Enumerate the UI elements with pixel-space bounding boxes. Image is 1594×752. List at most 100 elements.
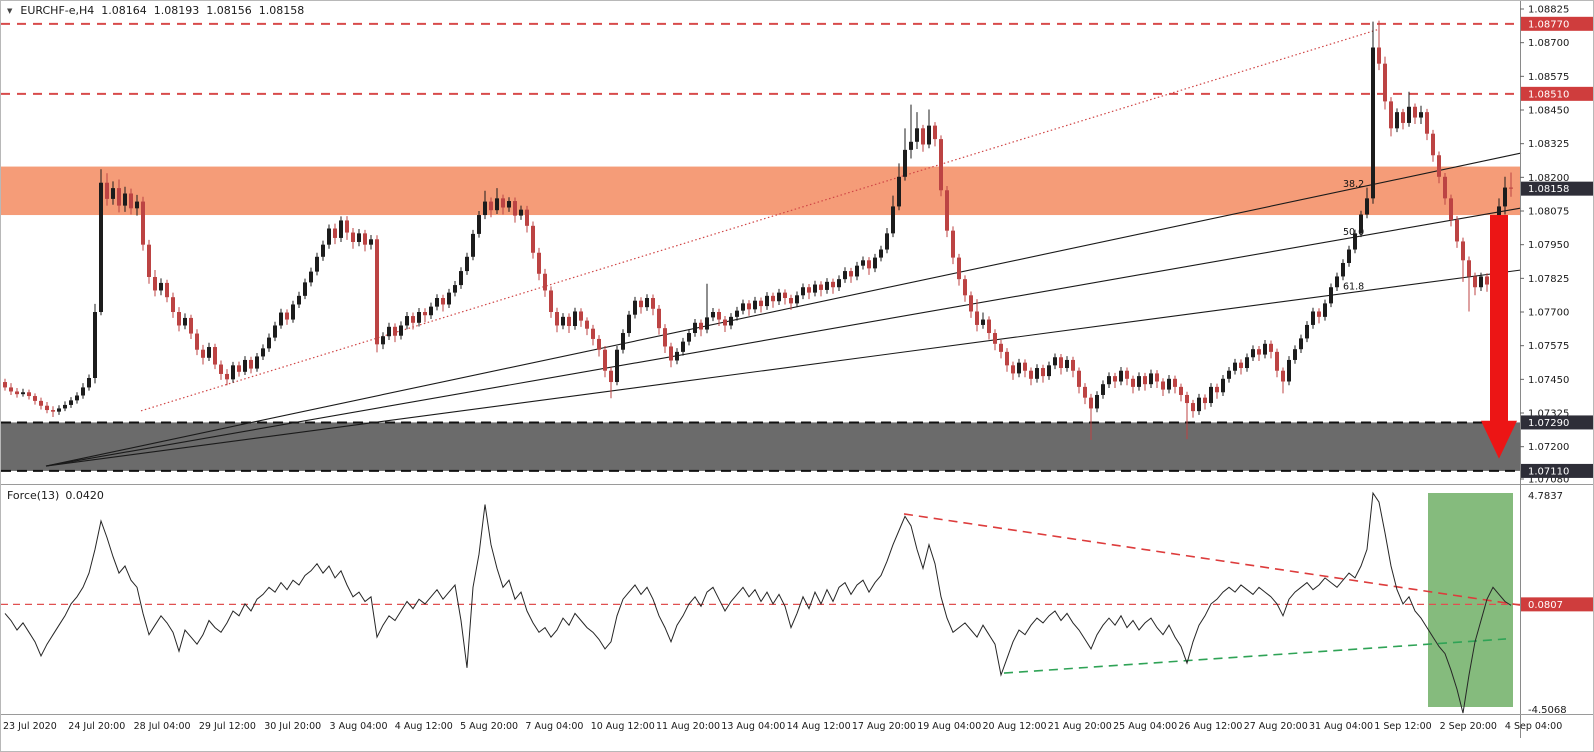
candle-body [1479, 276, 1483, 288]
time-label: 10 Aug 12:00 [591, 721, 655, 732]
candle-body [1215, 386, 1219, 393]
candle-body [969, 295, 973, 312]
candle-body [279, 312, 283, 326]
candle-body [297, 295, 301, 305]
candle-body [1329, 287, 1333, 304]
candle-body [429, 306, 433, 316]
candle-body [27, 392, 31, 397]
symbol-dropdown-icon[interactable]: ▼ [7, 6, 13, 15]
candle-body [285, 312, 289, 320]
price-tick-label: 1.08700 [1528, 38, 1569, 49]
force-green-trendline [1003, 638, 1507, 674]
fib-fan-label: 50.0 [1343, 227, 1364, 238]
candle-body [567, 316, 571, 327]
candle-body [1251, 349, 1255, 358]
price-tick-label: 1.08575 [1528, 72, 1569, 83]
candle-body [519, 209, 523, 216]
candle-body [417, 312, 421, 323]
candle-body [1293, 349, 1297, 360]
candle-body [609, 370, 613, 383]
candle-body [1305, 324, 1309, 339]
time-label: 26 Aug 12:00 [1178, 721, 1242, 732]
price-level-badge[interactable] [1521, 181, 1594, 196]
time-label: 27 Aug 20:00 [1244, 721, 1308, 732]
candle-body [753, 300, 757, 310]
time-label: 29 Jul 12:00 [199, 721, 256, 732]
candle-body [1107, 376, 1111, 385]
candle-body [603, 349, 607, 371]
candle-body [363, 233, 367, 245]
candle-body [249, 359, 253, 369]
candle-body [573, 311, 577, 327]
force-level-badge[interactable] [1521, 597, 1594, 612]
candle-body [777, 292, 781, 302]
candle-body [789, 298, 793, 304]
candle-body [1047, 365, 1051, 377]
candle-body [1197, 397, 1201, 412]
candle-body [225, 373, 229, 380]
candle-body [1317, 311, 1321, 317]
candle-body [1437, 155, 1441, 177]
candle-body [627, 314, 631, 334]
candle-body [441, 298, 445, 305]
time-label: 3 Aug 04:00 [330, 721, 388, 732]
price-level-badge[interactable] [1521, 463, 1594, 478]
candle-body [447, 292, 451, 305]
price-level-badge-text: 1.08158 [1528, 184, 1569, 195]
time-label: 1 Sep 12:00 [1374, 721, 1431, 732]
candle-body [909, 141, 913, 150]
candle-body [561, 316, 565, 326]
candle-body [903, 149, 907, 177]
candle-body [795, 295, 799, 304]
candle-body [471, 233, 475, 257]
candle-body [207, 347, 211, 358]
price-tick-label: 1.07825 [1528, 274, 1569, 285]
candle-body [1185, 394, 1189, 404]
candle-body [1155, 373, 1159, 382]
candle-body [1071, 359, 1075, 371]
price-tick-label: 1.07575 [1528, 341, 1569, 352]
candle-body [1275, 351, 1279, 371]
time-label: 4 Sep 04:00 [1505, 721, 1562, 732]
candle-body [873, 257, 877, 269]
candle-body [1281, 370, 1285, 382]
candle-body [135, 201, 139, 209]
price-tick-label: 1.08825 [1528, 5, 1569, 16]
price-level-badge[interactable] [1521, 16, 1594, 31]
candle-body [1485, 276, 1489, 285]
sell-signal-arrow[interactable] [1481, 215, 1517, 459]
candle-body [855, 265, 859, 277]
candle-body [45, 405, 49, 411]
candle-body [201, 349, 205, 358]
time-label: 20 Aug 12:00 [983, 721, 1047, 732]
ohlc-open: 1.08164 [101, 4, 147, 17]
candle-body [1257, 349, 1261, 355]
candle-body [999, 343, 1003, 352]
candle-body [891, 206, 895, 234]
force-axis-max-label: 4.7837 [1528, 491, 1563, 502]
candle-body [189, 317, 193, 334]
price-level-badge[interactable] [1521, 86, 1594, 101]
candle-body [1287, 359, 1291, 382]
candle-body [807, 287, 811, 293]
time-label: 2 Sep 20:00 [1440, 721, 1497, 732]
candle-body [1203, 397, 1207, 404]
price-level-badge-text: 1.07110 [1528, 466, 1569, 477]
candle-body [1425, 112, 1429, 134]
fib-fan-line [45, 207, 1522, 467]
price-tick-label: 1.07700 [1528, 308, 1569, 319]
ohlc-high: 1.08193 [153, 4, 200, 17]
candle-body [633, 300, 637, 315]
candle-body [1227, 370, 1231, 379]
candle-body [435, 298, 439, 307]
candle-body [759, 300, 763, 307]
candle-body [1377, 47, 1381, 64]
candle-body [783, 292, 787, 299]
candle-body [237, 365, 241, 372]
candle-body [105, 182, 109, 199]
indicator-value: 0.0420 [65, 489, 104, 502]
price-level-badge[interactable] [1521, 415, 1594, 430]
candle-body [93, 312, 97, 378]
